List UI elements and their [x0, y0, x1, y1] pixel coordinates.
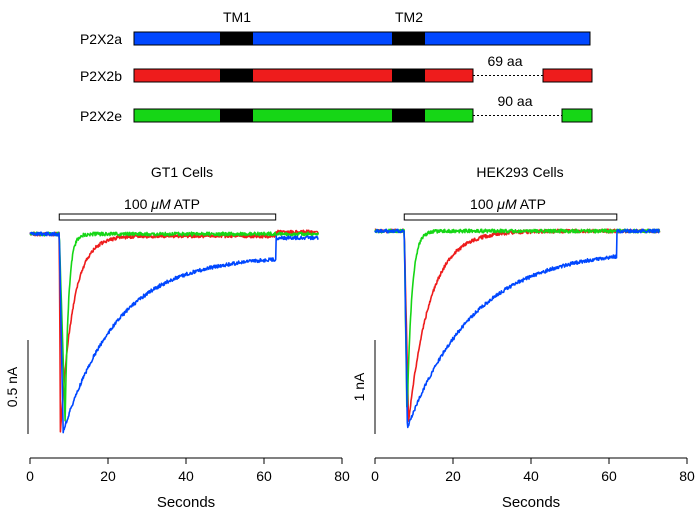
tm2-label: TM2 — [395, 9, 423, 25]
x-tick-label: 40 — [523, 468, 539, 484]
panel-title: GT1 Cells — [151, 164, 213, 180]
x-tick-label: 80 — [334, 468, 350, 484]
isoform-bar-segment — [561, 108, 593, 123]
deletion-label: 90 aa — [497, 93, 532, 109]
trace-p2x2e — [29, 231, 320, 422]
x-axis-label: Seconds — [502, 494, 560, 511]
x-ticks: 0 20 40 60 80 — [26, 458, 350, 484]
x-tick-label: 40 — [178, 468, 194, 484]
scale-bar-label: 0.5 nA — [4, 366, 20, 407]
x-tick-label: 0 — [26, 468, 34, 484]
trace-group — [29, 229, 320, 434]
trace-group — [374, 228, 661, 429]
trace-p2x2e — [374, 228, 661, 408]
x-ticks: 0 20 40 60 80 — [371, 458, 695, 484]
tm1-block — [220, 69, 253, 82]
isoform-diagram: TM1 TM2 P2X2a P2X2b 69 aa P2X2e 90 aa — [80, 9, 593, 124]
trace-p2x2b — [29, 229, 319, 433]
x-tick-label: 60 — [601, 468, 617, 484]
trace-p2x2a — [29, 231, 319, 434]
tm2-block — [392, 109, 425, 122]
isoform-p2x2a: P2X2a — [80, 31, 591, 47]
tm1-label: TM1 — [223, 9, 251, 25]
atp-application-bar — [403, 213, 618, 221]
tm2-block — [392, 69, 425, 82]
isoform-label: P2X2e — [80, 108, 122, 124]
x-tick-label: 60 — [256, 468, 272, 484]
scale-bar-label: 1 nA — [351, 372, 367, 401]
stimulus-label: 100 μM ATP — [470, 196, 546, 212]
tm2-block — [392, 32, 425, 45]
panel-hek293-cells: HEK293 Cells 100 μM ATP 1 nA 0 20 40 60 80 S… — [351, 164, 695, 511]
tm1-block — [220, 32, 253, 45]
x-axis-label: Seconds — [157, 494, 215, 511]
isoform-bar-segment — [133, 31, 591, 46]
panel-title: HEK293 Cells — [476, 164, 563, 180]
isoform-p2x2b: P2X2b 69 aa — [80, 53, 593, 84]
tm1-block — [220, 109, 253, 122]
panel-gt1-cells: GT1 Cells 100 μM ATP 0.5 nA 0 20 40 60 80 Se… — [4, 164, 350, 511]
x-tick-label: 20 — [445, 468, 461, 484]
x-tick-label: 80 — [679, 468, 695, 484]
trace-p2x2a — [374, 228, 660, 429]
deletion-label: 69 aa — [487, 53, 522, 69]
stimulus-label: 100 μM ATP — [124, 196, 200, 212]
x-tick-label: 0 — [371, 468, 379, 484]
isoform-label: P2X2a — [80, 31, 122, 47]
isoform-bar-segment — [542, 68, 593, 83]
x-tick-label: 20 — [100, 468, 116, 484]
atp-application-bar — [58, 213, 277, 221]
isoform-p2x2e: P2X2e 90 aa — [80, 93, 593, 124]
isoform-label: P2X2b — [80, 68, 122, 84]
